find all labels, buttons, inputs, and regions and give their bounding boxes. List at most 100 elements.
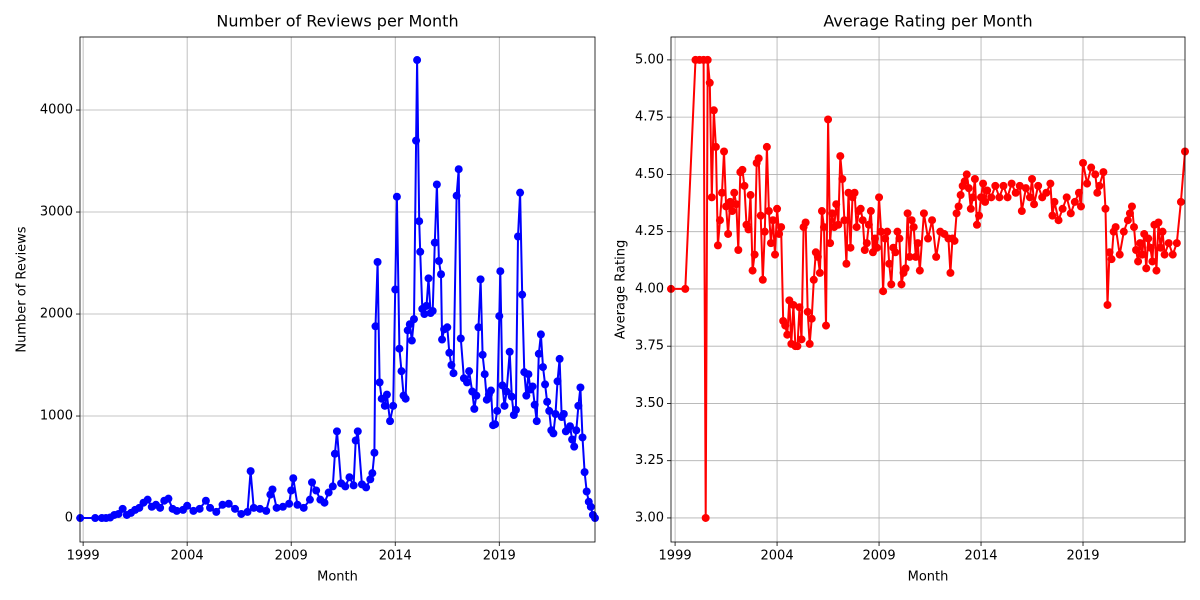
data-point	[397, 367, 406, 376]
data-point	[1062, 193, 1071, 202]
data-point	[817, 207, 826, 216]
data-point	[956, 191, 965, 200]
data-point	[795, 303, 804, 312]
data-point	[913, 239, 922, 248]
data-point	[840, 216, 849, 225]
data-point	[822, 321, 831, 330]
data-point	[979, 179, 988, 188]
data-point	[518, 290, 527, 299]
data-point	[478, 350, 487, 359]
chart-title: Average Rating per Month	[823, 12, 1032, 31]
data-point	[907, 216, 916, 225]
data-point	[189, 506, 198, 515]
data-point	[559, 409, 568, 418]
data-point	[803, 307, 812, 316]
data-point	[999, 181, 1008, 190]
data-point	[950, 236, 959, 245]
data-point	[287, 486, 296, 495]
data-point	[966, 204, 975, 213]
data-point	[536, 330, 545, 339]
data-point	[836, 152, 845, 161]
data-point	[738, 165, 747, 174]
data-point	[308, 478, 317, 487]
data-point	[351, 436, 360, 445]
y-tick-label: 3000	[40, 205, 73, 220]
data-point	[964, 184, 973, 193]
data-point	[505, 347, 514, 356]
data-point	[1042, 188, 1051, 197]
data-point	[1087, 163, 1096, 172]
data-point	[946, 268, 955, 277]
data-point	[570, 442, 579, 451]
data-point	[1079, 158, 1088, 167]
data-point	[852, 223, 861, 232]
data-point	[1152, 266, 1161, 275]
data-point	[172, 506, 181, 515]
data-point	[797, 335, 806, 344]
data-point	[828, 209, 837, 218]
data-point	[572, 426, 581, 435]
data-point	[432, 180, 441, 189]
data-point	[701, 513, 710, 522]
data-point	[476, 275, 485, 284]
data-point	[324, 488, 333, 497]
data-point	[409, 315, 418, 324]
data-point	[412, 136, 421, 145]
data-point	[366, 475, 375, 484]
data-point	[255, 504, 264, 513]
data-point	[237, 509, 246, 518]
data-point	[456, 334, 465, 343]
data-point	[586, 502, 595, 511]
data-point	[543, 397, 552, 406]
data-point	[289, 474, 298, 483]
data-point	[330, 449, 339, 458]
chart-title: Number of Reviews per Month	[216, 12, 458, 31]
data-point	[754, 154, 763, 163]
data-point	[991, 181, 1000, 190]
data-point	[430, 238, 439, 247]
x-tick-label: 2004	[171, 549, 204, 564]
data-point	[1025, 193, 1034, 202]
data-point	[212, 507, 221, 516]
data-point	[491, 420, 500, 429]
data-point	[362, 483, 371, 492]
x-tick-label: 1999	[67, 549, 100, 564]
axes-frame	[79, 36, 596, 543]
data-point	[1028, 174, 1037, 183]
data-point	[1160, 250, 1169, 259]
data-point	[496, 267, 505, 276]
data-point	[1048, 211, 1057, 220]
x-tick-label: 2014	[379, 549, 412, 564]
x-tick-label: 2019	[483, 549, 516, 564]
data-point	[474, 323, 483, 332]
data-point	[371, 322, 380, 331]
data-point	[1091, 170, 1100, 179]
data-point	[1168, 250, 1177, 259]
data-point	[1138, 250, 1147, 259]
data-point	[514, 232, 523, 241]
data-point	[1132, 245, 1141, 254]
data-point	[437, 270, 446, 279]
data-point	[470, 404, 479, 413]
data-point	[740, 181, 749, 190]
data-point	[420, 310, 429, 319]
data-point	[775, 229, 784, 238]
data-point	[748, 266, 757, 275]
y-axis-label: Average Rating	[614, 240, 629, 339]
y-tick-label: 2000	[40, 307, 73, 322]
data-point	[815, 268, 824, 277]
x-axis-label: Month	[317, 570, 358, 585]
data-point	[681, 284, 690, 293]
data-point	[746, 191, 755, 200]
data-point	[720, 147, 729, 156]
data-point	[887, 280, 896, 289]
data-point	[715, 216, 724, 225]
data-point	[1130, 223, 1139, 232]
data-point	[541, 380, 550, 389]
data-point	[578, 433, 587, 442]
data-point	[195, 504, 204, 513]
data-point	[268, 485, 277, 494]
data-point	[801, 218, 810, 227]
data-point	[793, 342, 802, 351]
data-point	[911, 252, 920, 261]
